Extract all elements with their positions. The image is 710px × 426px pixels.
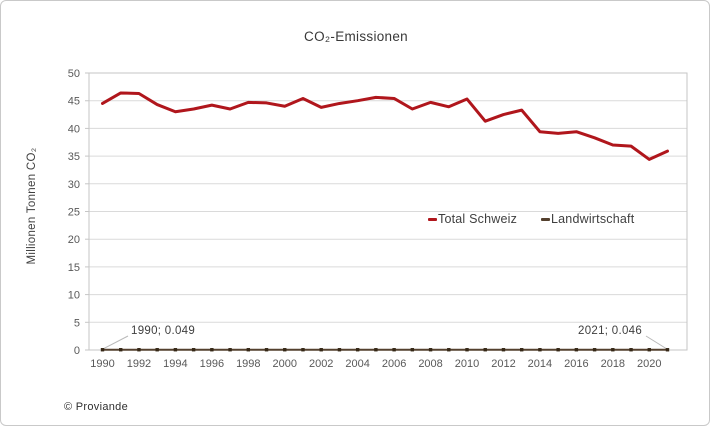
landwirtschaft-marker — [210, 348, 214, 352]
legend-label-total-schweiz: Total Schweiz — [438, 212, 518, 226]
annotation-2021: 2021; 0.046 — [578, 325, 643, 337]
landwirtschaft-marker — [483, 348, 487, 352]
y-axis-title: Millionen Tonnen CO₂ — [26, 147, 38, 265]
landwirtschaft-marker — [355, 348, 360, 352]
legend-item-total-schweiz: Total Schweiz — [428, 212, 517, 226]
landwirtschaft-marker — [137, 348, 141, 352]
landwirtschaft-marker — [538, 348, 542, 352]
landwirtschaft-marker — [337, 348, 342, 352]
landwirtschaft-marker — [611, 348, 615, 352]
landwirtschaft-marker — [319, 348, 323, 352]
landwirtschaft-marker — [647, 348, 651, 352]
y-tick-label: 15 — [68, 262, 80, 274]
y-tick-label: 40 — [68, 123, 80, 135]
landwirtschaft-marker — [100, 348, 105, 352]
x-tick-label: 2018 — [601, 358, 625, 370]
landwirtschaft-marker — [556, 348, 560, 352]
landwirtschaft-marker — [119, 348, 123, 352]
x-tick-label: 1996 — [200, 358, 224, 370]
annotation-leader-line-1990 — [103, 335, 129, 350]
x-tick-label: 2012 — [491, 358, 515, 370]
x-tick-label: 2010 — [455, 358, 479, 370]
legend-item-landwirtschaft: Landwirtschaft — [541, 212, 634, 226]
y-tick-label: 0 — [74, 345, 80, 357]
x-tick-label: 2016 — [564, 358, 588, 370]
x-tick-label: 2020 — [637, 358, 661, 370]
x-tick-label: 2014 — [528, 358, 552, 370]
x-tick-label: 1992 — [127, 358, 151, 370]
x-tick-label: 1994 — [163, 358, 187, 370]
legend-label-landwirtschaft: Landwirtschaft — [551, 212, 635, 226]
x-tick-label: 2008 — [418, 358, 442, 370]
landwirtschaft-marker — [428, 348, 433, 352]
landwirtschaft-marker — [173, 348, 178, 352]
landwirtschaft-marker — [246, 348, 251, 352]
x-tick-label: 2000 — [273, 358, 297, 370]
y-tick-label: 10 — [68, 290, 80, 302]
landwirtschaft-marker — [665, 348, 670, 352]
x-tick-label: 2002 — [309, 358, 333, 370]
x-tick-label: 2006 — [382, 358, 406, 370]
landwirtschaft-marker — [447, 348, 451, 352]
landwirtschaft-marker — [592, 348, 597, 352]
landwirtschaft-marker — [410, 348, 415, 352]
y-tick-label: 35 — [68, 151, 80, 163]
chart-title: CO₂-Emissionen — [304, 29, 408, 44]
y-tick-label: 20 — [68, 234, 80, 246]
landwirtschaft-marker — [465, 348, 469, 352]
y-tick-label: 25 — [68, 207, 80, 219]
x-tick-label: 2004 — [345, 358, 369, 370]
total-schweiz-line-swatch-icon — [428, 217, 437, 221]
landwirtschaft-marker — [228, 348, 232, 352]
landwirtschaft-marker — [155, 348, 159, 352]
copyright-label: © Proviande — [64, 401, 128, 413]
landwirtschaft-marker — [629, 348, 633, 352]
annotation-leader-line-2021 — [645, 335, 667, 350]
landwirtschaft-marker — [574, 348, 579, 352]
y-tick-label: 5 — [74, 317, 80, 329]
landwirtschaft-line-swatch-icon — [541, 217, 550, 221]
landwirtschaft-marker — [501, 348, 506, 352]
landwirtschaft-marker — [301, 348, 305, 352]
x-tick-label: 1990 — [90, 358, 114, 370]
total-schweiz-line — [101, 91, 669, 161]
y-tick-label: 45 — [68, 96, 80, 108]
x-tick-label: 1998 — [236, 358, 260, 370]
landwirtschaft-marker — [191, 348, 196, 352]
landwirtschaft-marker — [392, 348, 396, 352]
y-tick-label: 30 — [68, 179, 80, 191]
y-tick-label: 50 — [68, 68, 80, 80]
annotation-1990: 1990; 0.049 — [131, 325, 196, 337]
landwirtschaft-marker — [283, 348, 287, 352]
landwirtschaft-marker — [519, 348, 524, 352]
landwirtschaft-marker — [374, 348, 378, 352]
landwirtschaft-marker — [264, 348, 269, 352]
